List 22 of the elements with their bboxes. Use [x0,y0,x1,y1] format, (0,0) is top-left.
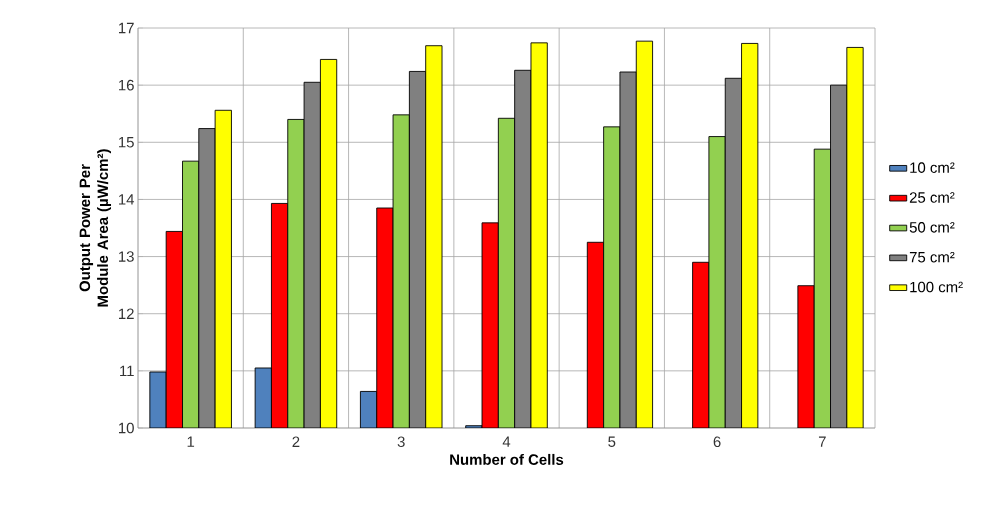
x-tick-label: 5 [608,436,616,447]
x-tick-label: 4 [502,436,511,447]
y-tick-label: 11 [120,365,134,376]
x-tick-label: 1 [187,436,195,447]
legend-label: 50 cm² [909,222,955,233]
y-tick-label: 12 [119,308,134,319]
y-tick-label: 16 [119,79,134,91]
legend-label: 100 cm² [910,281,963,293]
y-tick-label: 14 [119,194,135,205]
x-tick-label: 2 [292,436,300,447]
x-tick-label: 6 [713,436,721,448]
y-axis-title: Output Power Per Module Area (µW/cm²) [79,149,112,307]
legend-label: 25 cm² [909,192,955,203]
y-tick-label: 13 [119,251,134,262]
y-tick-label: 15 [119,137,134,148]
y-tick-label: 17 [119,22,134,34]
x-axis-title: Number of Cells [450,453,564,465]
legend-label: 10 cm² [910,162,955,173]
legend-label: 75 cm² [909,251,955,263]
y-tick-label: 10 [119,422,134,434]
x-tick-label: 3 [397,436,405,448]
x-tick-label: 7 [818,436,826,447]
